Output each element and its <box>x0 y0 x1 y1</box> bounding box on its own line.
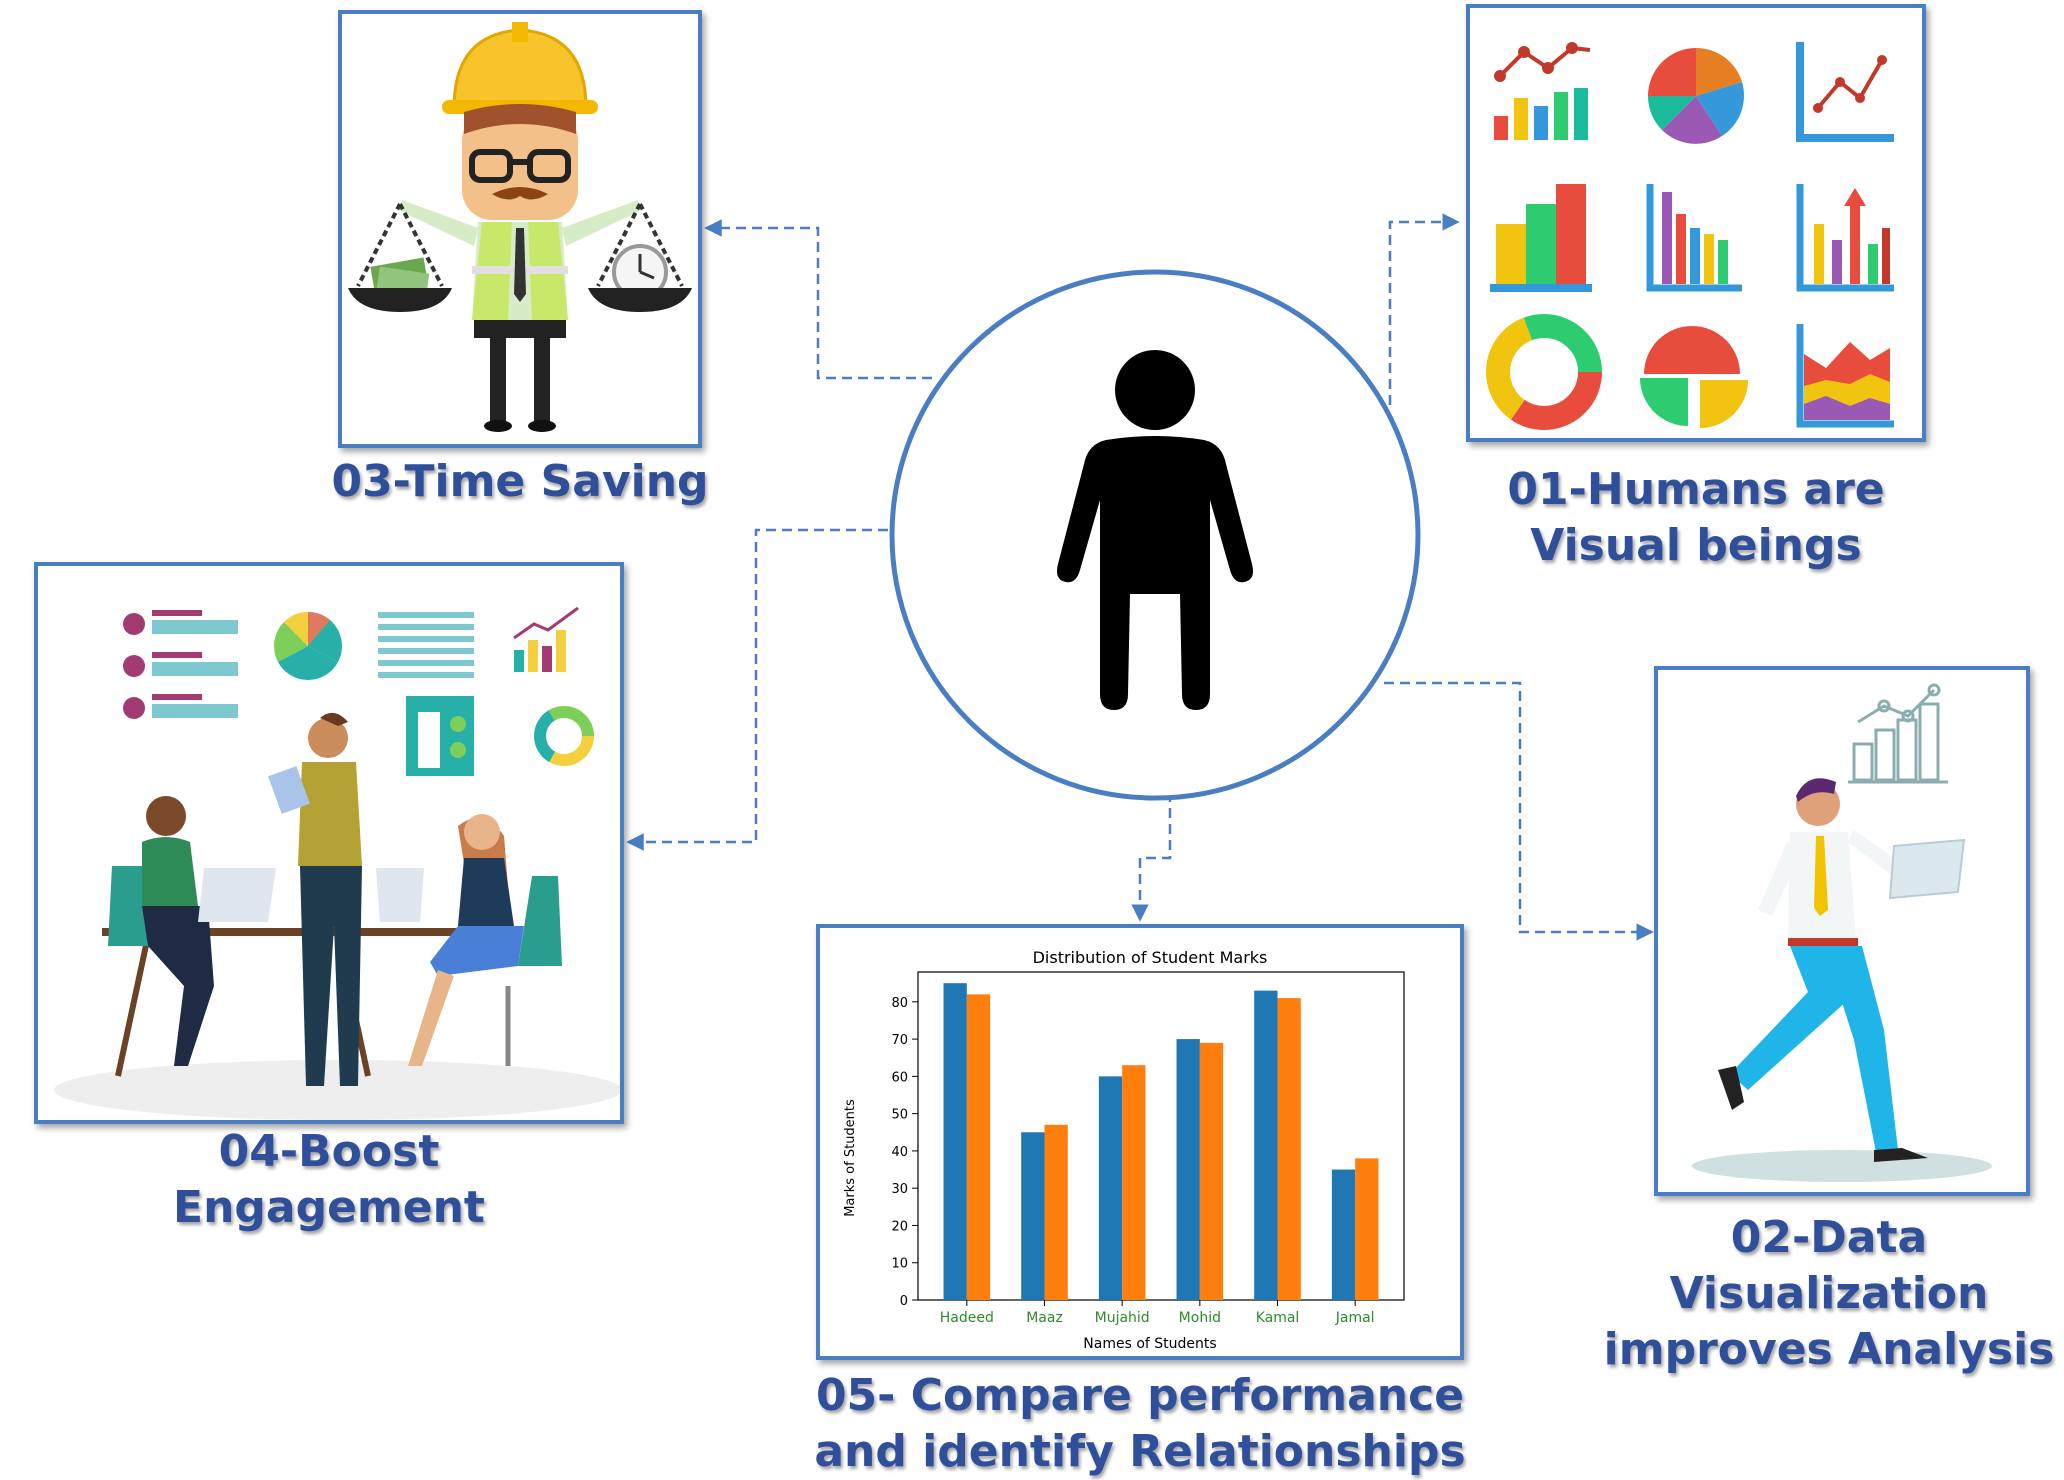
x-tick-label-kamal: Kamal <box>1256 1310 1300 1326</box>
chart-icons-grid <box>1486 42 1894 430</box>
x-tick-label-jamal: Jamal <box>1335 1310 1375 1326</box>
caption-05-line-1: 05- Compare performance <box>815 1370 1465 1421</box>
x-tick-label-maaz: Maaz <box>1026 1310 1063 1326</box>
area-chart-icon <box>1796 324 1894 428</box>
y-tick-label: 60 <box>891 1070 908 1085</box>
donut-chart-icon <box>1486 314 1602 430</box>
chart-title: Distribution of Student Marks <box>1033 948 1268 967</box>
caption-05: 05- Compare performance and identify Rel… <box>786 1368 1494 1480</box>
pie-slice-icon <box>1640 326 1748 428</box>
connector-to-04 <box>626 528 888 851</box>
x-tick-label-hadeed: Hadeed <box>940 1310 994 1326</box>
bar-maaz-1 <box>1021 1132 1045 1300</box>
center-circle <box>889 269 1421 801</box>
connector-to-01 <box>1388 213 1460 405</box>
bar-mujahid-1 <box>1098 1076 1123 1300</box>
panel-boost-engagement <box>34 562 624 1124</box>
line-chart-icon <box>1796 42 1894 142</box>
connector-to-05 <box>1131 792 1172 922</box>
connector-to-02 <box>1384 681 1654 941</box>
panel-time-saving <box>338 10 702 448</box>
y-tick-label: 80 <box>891 996 908 1011</box>
caption-02-line-1: 02-Data <box>1730 1212 1928 1263</box>
bar-hadeed-1 <box>943 983 967 1300</box>
stacked-bar-icon <box>1490 184 1592 292</box>
caption-01-line-1: 01-Humans are <box>1507 464 1885 515</box>
running-man-laptop-illustration <box>1692 683 1992 1182</box>
person-icon <box>1057 350 1253 710</box>
bar-jamal-1 <box>1331 1169 1356 1300</box>
bar-line-icon <box>1494 42 1591 140</box>
bar-jamal-2 <box>1355 1158 1379 1300</box>
connector-to-03 <box>704 219 932 380</box>
bar-maaz-2 <box>1044 1124 1068 1300</box>
panel-data-visualization <box>1654 666 2030 1196</box>
bar-mujahid-2 <box>1122 1065 1146 1300</box>
pie-chart-icon <box>274 611 342 680</box>
growth-chart-icon <box>1848 683 1948 784</box>
chart-plot-area: 0 10 20 30 40 50 60 70 80 Hadeed Maaz Mujahid Mohid K… <box>891 971 1405 1326</box>
bar-mohid-1 <box>1176 1039 1200 1300</box>
bar-kamal-1 <box>1254 990 1278 1300</box>
laptop-icon <box>1888 838 1966 900</box>
y-tick-label: 70 <box>891 1033 908 1048</box>
y-tick-label: 30 <box>891 1182 908 1197</box>
caption-03-line-1: 03-Time Saving <box>331 456 709 507</box>
y-tick-label: 0 <box>900 1294 908 1309</box>
y-tick-label: 40 <box>891 1145 908 1160</box>
panel-compare-performance: Distribution of Student Marks Marks of S… <box>816 924 1464 1360</box>
clipboard-icon <box>406 696 474 776</box>
y-tick-label: 20 <box>891 1219 908 1234</box>
caption-01-line-2: Visual beings <box>1530 520 1862 571</box>
chart-ylabel: Marks of Students <box>843 1099 858 1217</box>
caption-04: 04-Boost Engagement <box>34 1124 624 1236</box>
worker-balance-scale-illustration <box>348 22 692 432</box>
y-tick-label: 10 <box>891 1257 908 1272</box>
caption-01: 01-Humans are Visual beings <box>1466 462 1926 574</box>
arrows-chart-icon <box>1796 184 1894 292</box>
caption-05-line-2: and identify Relationships <box>814 1426 1466 1477</box>
donut-chart-icon <box>534 706 594 766</box>
glasses-icon <box>469 149 571 183</box>
bar-hadeed-2 <box>966 994 991 1300</box>
growth-chart-icon <box>513 606 579 672</box>
caption-02-line-3: improves Analysis <box>1603 1324 2055 1375</box>
caption-02: 02-Data Visualization improves Analysis <box>1594 1210 2064 1378</box>
column-chart-icon <box>1646 184 1742 292</box>
caption-04-line-2: Engagement <box>173 1182 485 1233</box>
student-marks-bar-chart: Distribution of Student Marks Marks of S… <box>843 948 1405 1352</box>
caption-02-line-2: Visualization <box>1669 1268 1989 1319</box>
x-tick-label-mujahid: Mujahid <box>1095 1310 1150 1326</box>
chart-xlabel: Names of Students <box>1083 1336 1216 1352</box>
bar-kamal-2 <box>1277 998 1301 1300</box>
pie-chart-icon <box>1647 47 1744 144</box>
team-at-table-illustration <box>54 606 620 1120</box>
panel-humans-visual <box>1466 4 1926 442</box>
checklist-icon <box>123 610 238 719</box>
clock-icon <box>612 244 668 300</box>
y-tick-label: 50 <box>891 1108 908 1123</box>
text-lines-icon <box>378 612 474 678</box>
chart-frame <box>917 971 1405 1301</box>
caption-03: 03-Time Saving <box>328 454 712 510</box>
x-tick-label-mohid: Mohid <box>1179 1310 1221 1326</box>
caption-04-line-1: 04-Boost <box>218 1126 440 1177</box>
bar-mohid-2 <box>1199 1042 1224 1300</box>
